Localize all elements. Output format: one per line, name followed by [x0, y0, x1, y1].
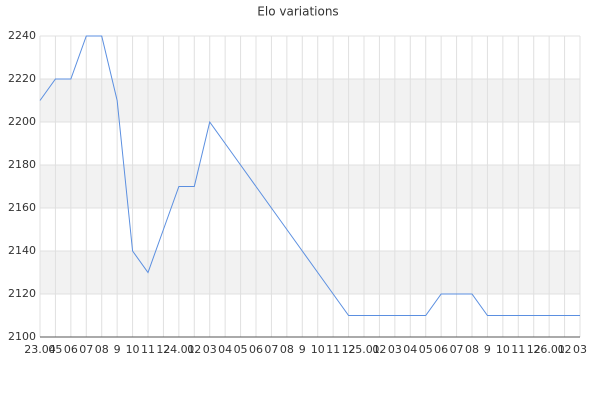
x-tick-label: 24.01 [163, 343, 195, 356]
x-tick-label: 03 [573, 343, 587, 356]
x-tick-label: 11 [141, 343, 155, 356]
x-tick-label: 11 [511, 343, 525, 356]
x-tick-label: 07 [79, 343, 93, 356]
chart-title: Elo variations [257, 5, 338, 19]
x-tick-label: 07 [450, 343, 464, 356]
y-tick-label: 2200 [8, 115, 36, 128]
x-tick-label: 9 [484, 343, 491, 356]
grid-band [40, 79, 580, 122]
x-tick-label: 06 [249, 343, 263, 356]
y-tick-label: 2100 [8, 330, 36, 343]
x-tick-label: 9 [299, 343, 306, 356]
x-tick-label: 03 [203, 343, 217, 356]
series-line [39, 35, 580, 316]
x-tick-label: 08 [280, 343, 294, 356]
y-tick-label: 2140 [8, 244, 36, 257]
x-tick-label: 06 [434, 343, 448, 356]
x-tick-label: 25.01 [348, 343, 380, 356]
x-tick-label: 04 [218, 343, 232, 356]
grid-band [40, 165, 580, 208]
x-tick-label: 9 [114, 343, 121, 356]
x-tick-label: 08 [95, 343, 109, 356]
x-tick-label: 04 [403, 343, 417, 356]
x-tick-label: 02 [187, 343, 201, 356]
x-tick-label: 06 [64, 343, 78, 356]
x-tick-label: 05 [419, 343, 433, 356]
x-tick-label: 02 [372, 343, 386, 356]
x-tick-label: 23.04 [24, 343, 56, 356]
x-tick-label: 10 [126, 343, 140, 356]
x-tick-label: 26.01 [533, 343, 565, 356]
x-tick-label: 03 [388, 343, 402, 356]
y-tick-label: 2220 [8, 72, 36, 85]
x-tick-label: 10 [496, 343, 510, 356]
grid-band [40, 251, 580, 294]
x-tick-label: 12 [527, 343, 541, 356]
y-tick-label: 2180 [8, 158, 36, 171]
x-tick-label: 05 [48, 343, 62, 356]
y-tick-label: 2240 [8, 29, 36, 42]
x-tick-label: 12 [342, 343, 356, 356]
x-tick-label: 10 [311, 343, 325, 356]
x-tick-label: 02 [558, 343, 572, 356]
y-tick-label: 2120 [8, 287, 36, 300]
x-tick-label: 07 [264, 343, 278, 356]
x-tick-label: 08 [465, 343, 479, 356]
x-tick-label: 12 [156, 343, 170, 356]
x-tick-label: 05 [234, 343, 248, 356]
y-tick-label: 2160 [8, 201, 36, 214]
x-tick-label: 11 [326, 343, 340, 356]
